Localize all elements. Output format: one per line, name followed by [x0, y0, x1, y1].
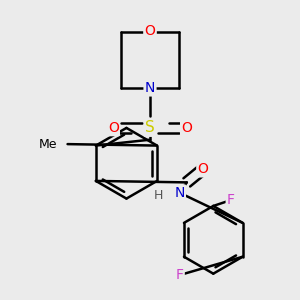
Text: N: N — [145, 81, 155, 95]
Text: O: O — [108, 121, 118, 135]
Text: F: F — [176, 268, 183, 282]
Text: F: F — [227, 193, 235, 207]
Text: Me: Me — [39, 138, 57, 151]
Text: O: O — [198, 162, 208, 176]
Text: S: S — [145, 120, 155, 135]
Text: H: H — [154, 188, 163, 202]
Text: N: N — [174, 186, 184, 200]
Text: O: O — [145, 24, 155, 38]
Text: O: O — [182, 121, 192, 135]
